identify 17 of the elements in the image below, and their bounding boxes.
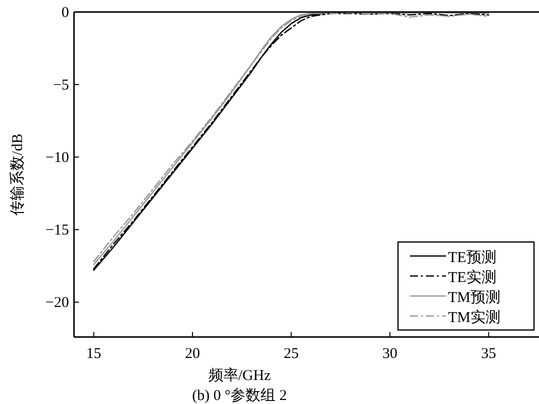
legend-label: TE实测 [448, 269, 496, 286]
y-tick-label: −10 [46, 150, 69, 166]
y-tick-label: 0 [62, 5, 69, 21]
x-tick-label: 30 [382, 346, 398, 362]
y-tick-label: −20 [46, 295, 69, 312]
legend-label: TM预测 [448, 289, 500, 306]
y-tick-label: −5 [53, 78, 69, 94]
x-tick-label: 25 [284, 346, 299, 362]
x-tick-label: 15 [86, 346, 102, 362]
y-tick-label: −15 [46, 222, 69, 239]
x-axis-title: 频率/GHz [208, 367, 272, 384]
y-axis-title: 传输系数/dB [9, 134, 26, 216]
x-tick-label: 35 [481, 346, 496, 362]
text: (b) 0 °参数组 2 [192, 387, 287, 404]
legend-label: TE预测 [448, 249, 496, 266]
x-tick-label: 20 [184, 346, 200, 362]
legend-label: TM实测 [448, 309, 500, 326]
